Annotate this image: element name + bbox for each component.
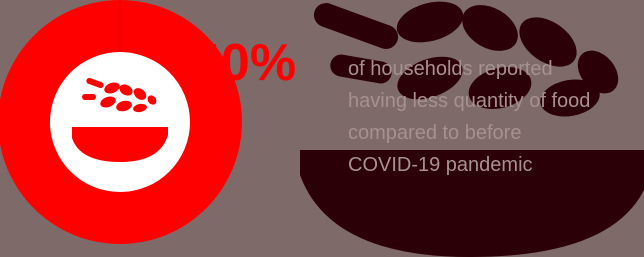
description-line: having less quantity of food <box>348 90 590 112</box>
stat-value: 40% <box>192 34 296 92</box>
description-line: of households reported <box>348 58 553 80</box>
description-line: COVID-19 pandemic <box>348 154 533 176</box>
page: 40% of households reported having less q… <box>0 0 644 257</box>
donut-center <box>50 52 190 192</box>
infographic: 40% of households reported having less q… <box>0 0 644 257</box>
description-line: compared to before <box>348 122 521 144</box>
